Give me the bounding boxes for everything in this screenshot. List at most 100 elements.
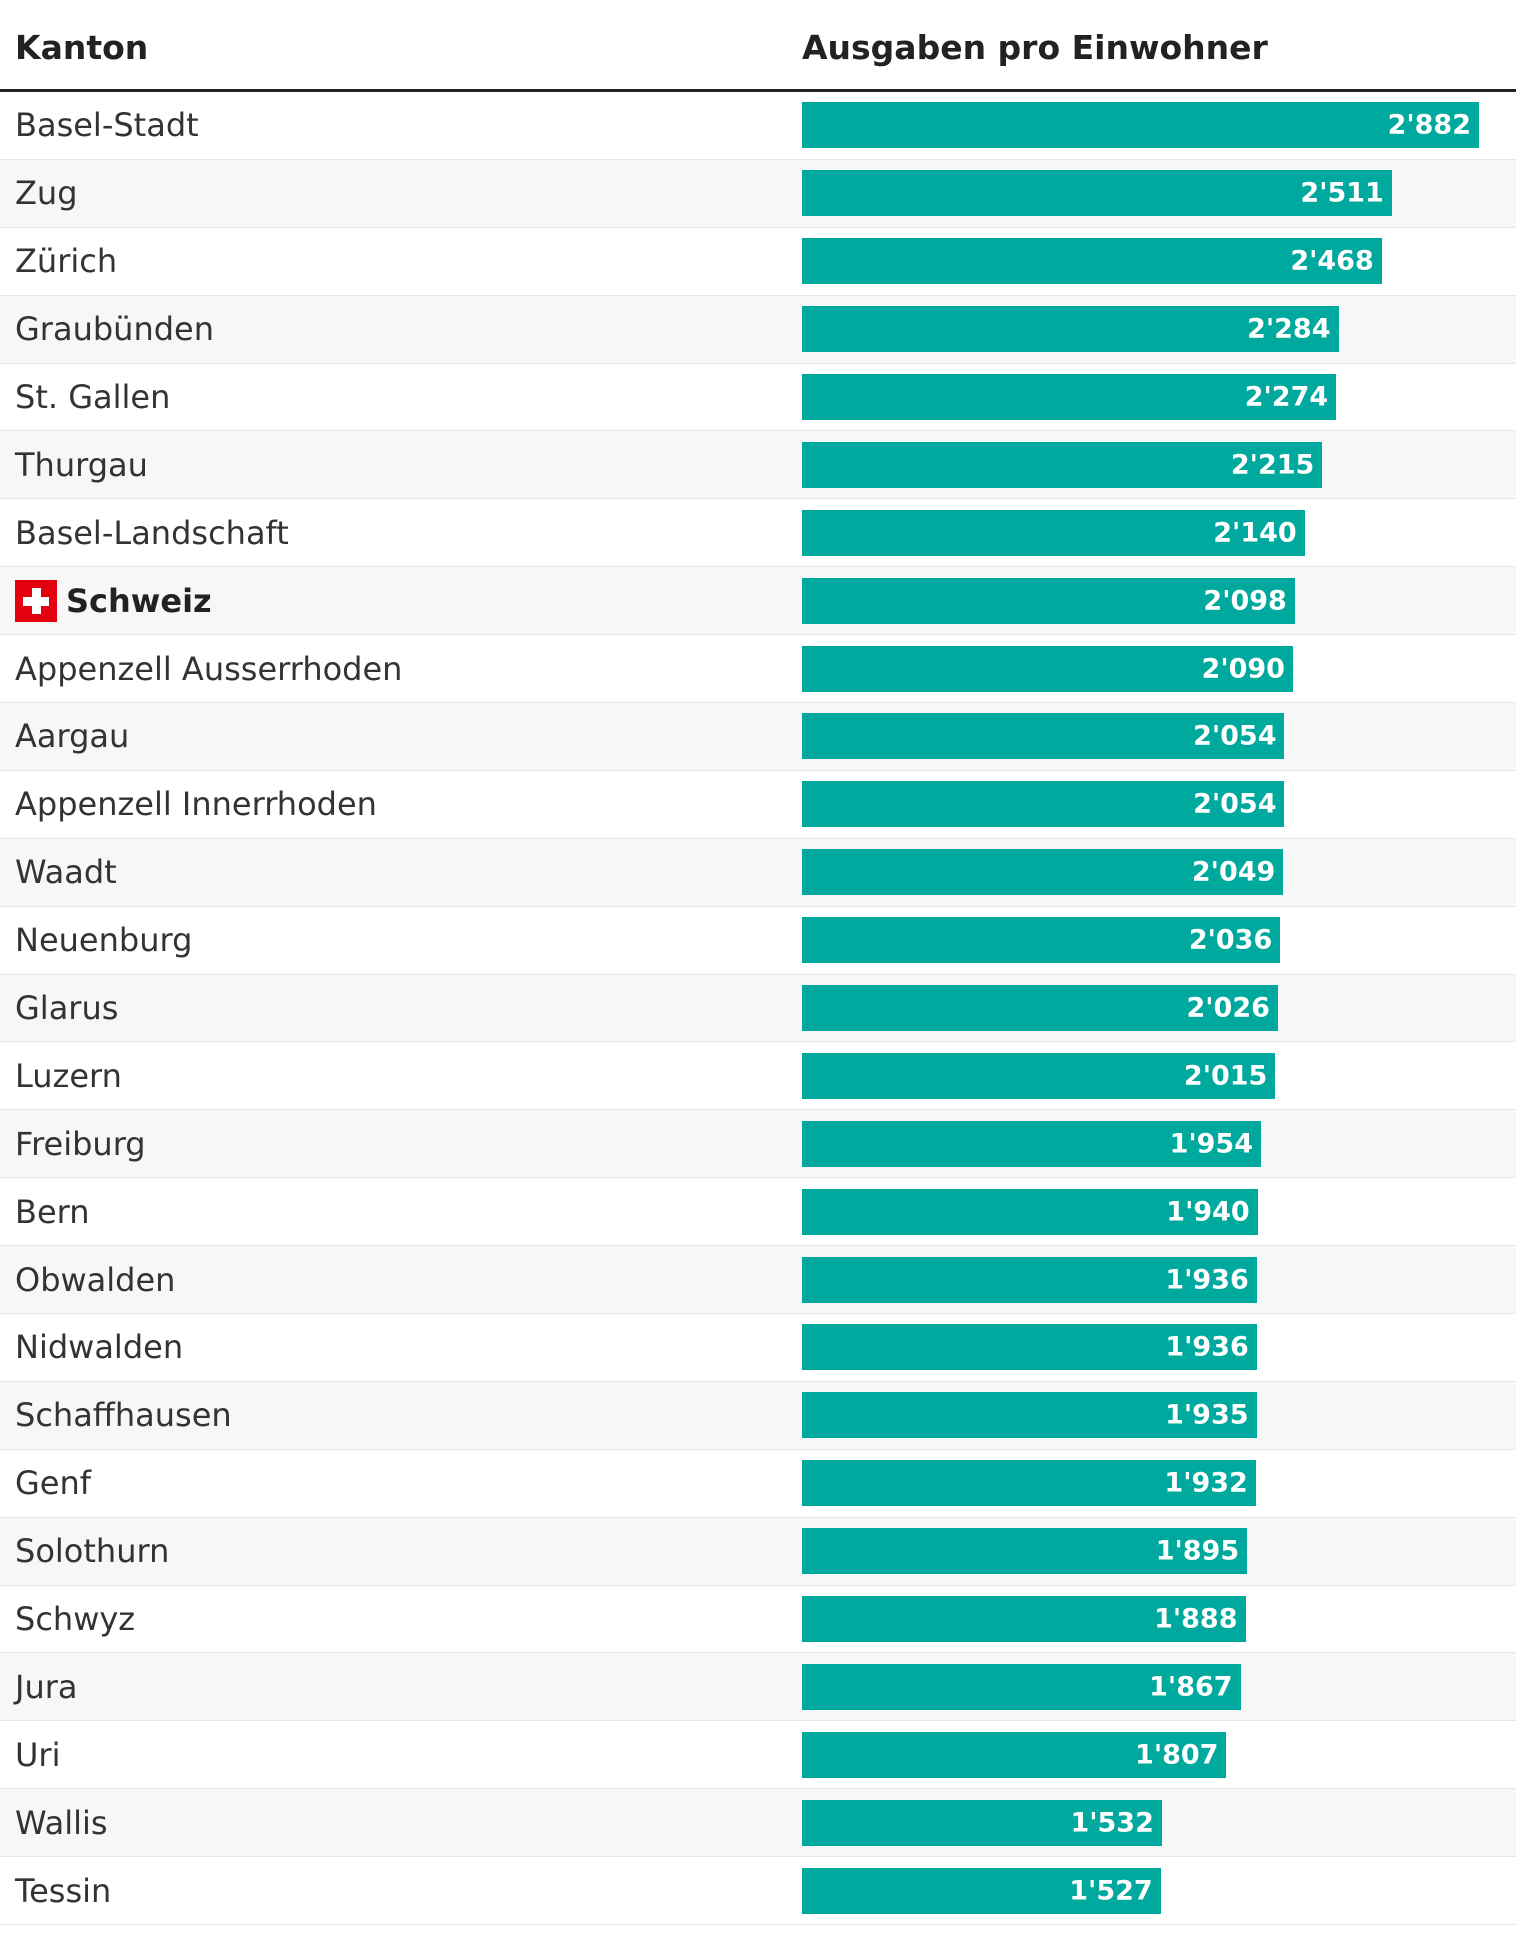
bar-value-label: 1'932: [1164, 1467, 1248, 1499]
bar-value-label: 2'026: [1186, 992, 1270, 1024]
row-label: Luzern: [15, 1057, 122, 1095]
table-row: Uri 1'807: [0, 1721, 1516, 1790]
row-label: Neuenburg: [15, 921, 192, 959]
bar-value-label: 2'882: [1387, 109, 1471, 141]
row-label: Basel-Stadt: [15, 106, 199, 144]
bar: 1'940: [802, 1188, 1258, 1235]
row-label: Zug: [15, 174, 78, 212]
bar: 1'807: [802, 1731, 1227, 1778]
bar-value-label: 2'090: [1201, 653, 1285, 685]
row-label: Waadt: [15, 853, 117, 891]
row-label-text: Zürich: [15, 242, 118, 281]
row-label: Tessin: [15, 1872, 111, 1910]
row-label: Thurgau: [15, 446, 148, 484]
bar: 1'954: [802, 1120, 1261, 1167]
table-row: Genf 1'932: [0, 1450, 1516, 1518]
row-label-text: Waadt: [15, 853, 117, 892]
bar-value-label: 2'049: [1191, 856, 1276, 888]
table-row: Freiburg 1'954: [0, 1110, 1516, 1179]
bar-value-label: 1'888: [1154, 1603, 1238, 1635]
row-label-text: Basel-Landschaft: [15, 513, 289, 552]
bar-value-label: 1'936: [1165, 1264, 1249, 1296]
table-row: Thurgau 2'215: [0, 431, 1516, 500]
row-label: Schaffhausen: [15, 1396, 232, 1434]
bar: 2'090: [802, 645, 1293, 692]
table-row: Glarus 2'026: [0, 974, 1516, 1043]
bar: 2'015: [802, 1052, 1276, 1099]
bar: 2'140: [802, 509, 1305, 556]
row-label-text: Glarus: [15, 989, 119, 1028]
bar: 1'936: [802, 1256, 1257, 1303]
table-row: Solothurn 1'895: [0, 1517, 1516, 1586]
table-row: Waadt 2'049: [0, 838, 1516, 907]
row-label: Obwalden: [15, 1261, 175, 1299]
bar: 1'527: [802, 1867, 1161, 1914]
row-label-text: Obwalden: [15, 1260, 176, 1299]
row-label-text: Solothurn: [15, 1532, 170, 1571]
row-label: Aargau: [15, 717, 129, 755]
row-label-text: Schweiz: [66, 581, 212, 620]
bar-value-label: 1'867: [1149, 1671, 1233, 1703]
row-label-text: Wallis: [15, 1803, 108, 1842]
row-label-text: Nidwalden: [15, 1328, 184, 1367]
row-label-text: Bern: [15, 1192, 90, 1231]
row-label: Nidwalden: [15, 1328, 183, 1366]
table-row: Tessin 1'527: [0, 1857, 1516, 1926]
bar: 1'936: [802, 1324, 1257, 1371]
row-label: Uri: [15, 1736, 60, 1774]
bar: 2'215: [802, 441, 1323, 488]
bar: 2'274: [802, 374, 1337, 420]
row-label-text: Thurgau: [15, 445, 148, 484]
row-label: Jura: [15, 1668, 77, 1706]
bar-value-label: 2'274: [1244, 381, 1329, 413]
bar: 2'026: [802, 985, 1278, 1032]
bar: 1'532: [802, 1799, 1162, 1846]
bar-value-label: 2'284: [1247, 313, 1331, 345]
bar-value-label: 1'954: [1169, 1128, 1253, 1160]
bar-value-label: 2'468: [1290, 245, 1374, 277]
row-label-text: Graubünden: [15, 310, 214, 349]
table-row: Jura 1'867: [0, 1653, 1516, 1722]
table-row: Wallis 1'532: [0, 1789, 1516, 1858]
row-label: Genf: [15, 1464, 91, 1502]
table-row: Schwyz 1'888: [0, 1586, 1516, 1654]
bar-value-label: 1'940: [1166, 1196, 1250, 1228]
bar: 2'054: [802, 713, 1285, 760]
bar-value-label: 2'511: [1300, 177, 1384, 209]
bar: 2'036: [802, 917, 1281, 964]
row-label-text: St. Gallen: [15, 378, 171, 416]
row-label-text: Neuenburg: [15, 921, 193, 960]
table-row: Schaffhausen 1'935: [0, 1381, 1516, 1450]
row-label-text: Schaffhausen: [15, 1396, 232, 1435]
bar-value-label: 2'098: [1203, 585, 1287, 617]
bar: 1'867: [802, 1663, 1241, 1710]
bar: 1'935: [802, 1392, 1257, 1439]
bar: 1'888: [802, 1596, 1246, 1643]
row-label: St. Gallen: [15, 378, 170, 416]
row-label: Appenzell Innerrhoden: [15, 785, 377, 823]
table-row: Obwalden 1'936: [0, 1246, 1516, 1315]
bar-value-label: 1'895: [1155, 1535, 1240, 1567]
table-row: Neuenburg 2'036: [0, 907, 1516, 975]
table-row: Nidwalden 1'936: [0, 1314, 1516, 1382]
bar: 2'098: [802, 577, 1295, 624]
row-label-text: Luzern: [15, 1056, 122, 1095]
row-label-text: Appenzell Innerrhoden: [15, 785, 377, 824]
table-body: Basel-Stadt 2'882 Zug 2'511 Zürich 2'468 Graub…: [0, 92, 1516, 1926]
column-header-kanton: Kanton: [15, 28, 149, 67]
bar-value-label: 1'532: [1070, 1807, 1154, 1839]
row-label: Basel-Landschaft: [15, 514, 289, 552]
bar: 2'511: [802, 170, 1392, 217]
bar-value-label: 2'015: [1183, 1060, 1268, 1092]
table-row: Basel-Landschaft 2'140: [0, 499, 1516, 568]
row-label: Zürich: [15, 242, 117, 280]
row-label-text: Tessin: [15, 1871, 112, 1910]
row-label: Bern: [15, 1193, 90, 1231]
column-header-ausgaben: Ausgaben pro Einwohner: [802, 28, 1268, 67]
bar: 1'895: [802, 1528, 1248, 1575]
row-label: Appenzell Ausserrhoden: [15, 650, 402, 688]
bar-value-label: 2'215: [1230, 449, 1315, 481]
row-label: Freiburg: [15, 1125, 146, 1163]
row-label: Schweiz: [15, 579, 212, 622]
table-row: Appenzell Innerrhoden 2'054: [0, 771, 1516, 839]
